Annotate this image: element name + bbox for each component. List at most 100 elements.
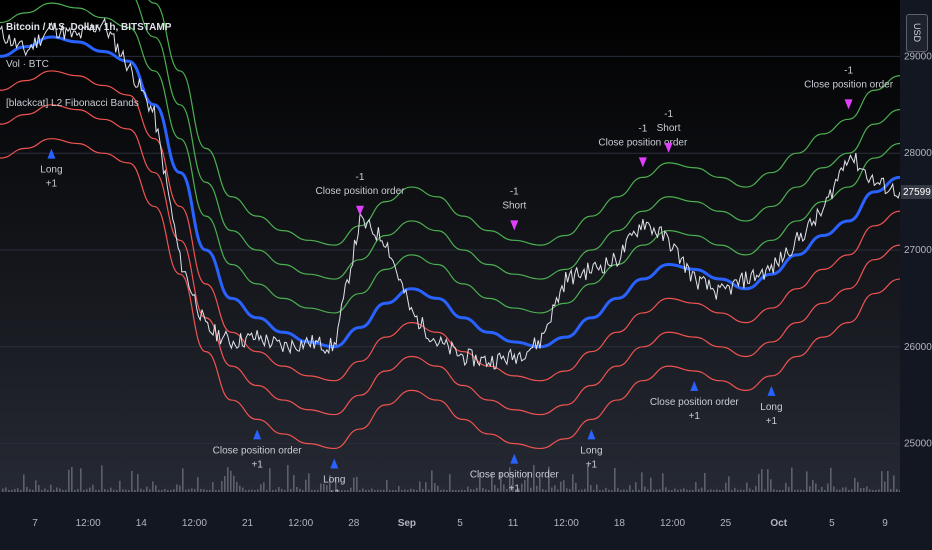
upper-band-1: [0, 2, 901, 314]
volume-bar: [611, 490, 613, 492]
volume-bar: [701, 487, 703, 492]
time-axis[interactable]: 7 12:00 14 12:00 21 12:00 28 Sep 5 11 12:00 18 12:00…: [0, 492, 932, 550]
volume-bar: [218, 489, 220, 492]
volume-bar: [662, 473, 664, 492]
volume-bar: [452, 489, 454, 492]
marker-label: Close position order: [804, 79, 894, 90]
upper-band-3: [148, 0, 901, 246]
price-axis-background: [900, 0, 932, 550]
volume-bar: [500, 472, 502, 492]
volume-bar: [506, 488, 508, 492]
marker-order: -1: [844, 65, 853, 76]
volume-bar: [179, 485, 181, 492]
volume-bar: [200, 488, 202, 492]
symbol-title[interactable]: Bitcoin / U.S. Dollar, 1h, BITSTAMP: [6, 22, 172, 33]
marker-arrow-down-icon: [356, 205, 364, 216]
volume-bar: [224, 475, 226, 492]
volume-bar: [827, 483, 829, 492]
volume-bar: [131, 470, 133, 492]
volume-bar: [860, 487, 862, 492]
volume-bar: [524, 480, 526, 492]
trade-marker-4: Close position order +1: [213, 429, 302, 470]
volume-bar: [770, 479, 772, 492]
marker-order: -1: [638, 123, 647, 134]
time-tick-label: Oct: [770, 518, 787, 529]
time-tick-label: 7: [32, 518, 38, 529]
volume-bar: [572, 474, 574, 492]
marker-arrow-up-icon: [767, 385, 776, 396]
volume-bar: [710, 489, 712, 492]
marker-order: -1: [664, 109, 673, 120]
volume-bar: [653, 489, 655, 492]
volume-bar: [95, 489, 97, 492]
volume-bar: [581, 489, 583, 492]
volume-bar: [125, 489, 127, 492]
time-tick-label: 14: [136, 518, 148, 529]
volume-bar: [731, 489, 733, 492]
volume-bar: [404, 489, 406, 492]
volume-bar: [416, 490, 418, 492]
volume-bar: [740, 489, 742, 492]
volume-bar: [758, 473, 760, 492]
volume-bar: [386, 479, 388, 492]
volume-bar: [467, 486, 469, 492]
volume-bar: [494, 485, 496, 492]
currency-button[interactable]: USD: [906, 14, 928, 52]
indicator-legend[interactable]: [blackcat] L2 Fibonacci Bands: [6, 98, 139, 109]
volume-bar: [446, 489, 448, 492]
volume-bar: [227, 467, 229, 492]
volume-bar: [368, 489, 370, 492]
volume-bar: [647, 489, 649, 492]
volume-bar: [263, 482, 265, 492]
volume-bar: [146, 486, 148, 492]
volume-bar: [800, 489, 802, 492]
marker-arrow-up-icon: [587, 429, 596, 440]
lower-band-2: [0, 104, 901, 416]
volume-bar: [278, 486, 280, 492]
trade-marker-13: -1 Close position order: [804, 65, 894, 110]
volume-bar: [209, 489, 211, 492]
last-price-tag: [901, 185, 932, 200]
volume-bar: [302, 489, 304, 492]
volume-bar: [797, 489, 799, 492]
volume-bar: [590, 485, 592, 492]
volume-bar: [371, 488, 373, 492]
volume-bar: [128, 489, 130, 492]
volume-bar: [32, 489, 34, 492]
volume-bar: [605, 487, 607, 492]
marker-arrow-up-icon: [47, 148, 56, 159]
volume-bar: [53, 489, 55, 492]
marker-label: Short: [502, 200, 526, 211]
volume-bar: [38, 485, 40, 492]
volume-bar: [773, 489, 775, 492]
volume-bar: [575, 482, 577, 492]
volume-bar: [659, 489, 661, 492]
volume-bar: [413, 489, 415, 492]
volume-bar: [755, 485, 757, 492]
volume-bar: [98, 489, 100, 492]
price-axis[interactable]: 29000 28000 27000 26000 25000 27599: [900, 0, 932, 550]
volume-bar: [776, 489, 778, 492]
volume-bar: [188, 489, 190, 492]
volume-legend[interactable]: Vol · BTC: [6, 59, 49, 70]
volume-bar: [392, 489, 394, 492]
volume-bar: [857, 482, 859, 492]
marker-arrow-down-icon: [844, 99, 853, 110]
volume-bar: [884, 481, 886, 492]
volume-bar: [509, 467, 511, 492]
volume-bar: [689, 490, 691, 492]
volume-bar: [695, 482, 697, 492]
volume-bar: [443, 489, 445, 492]
volume-bar: [596, 484, 598, 492]
volume-bar: [875, 489, 877, 492]
volume-bar: [734, 487, 736, 492]
volume-bar: [41, 489, 43, 492]
trade-marker-2: Long +1: [40, 148, 63, 190]
time-tick-label: 18: [614, 518, 626, 529]
volume-bar: [317, 489, 319, 492]
volume-bar: [296, 486, 298, 492]
volume-bar: [197, 477, 199, 492]
volume-bar: [458, 489, 460, 492]
volume-bar: [308, 473, 310, 492]
